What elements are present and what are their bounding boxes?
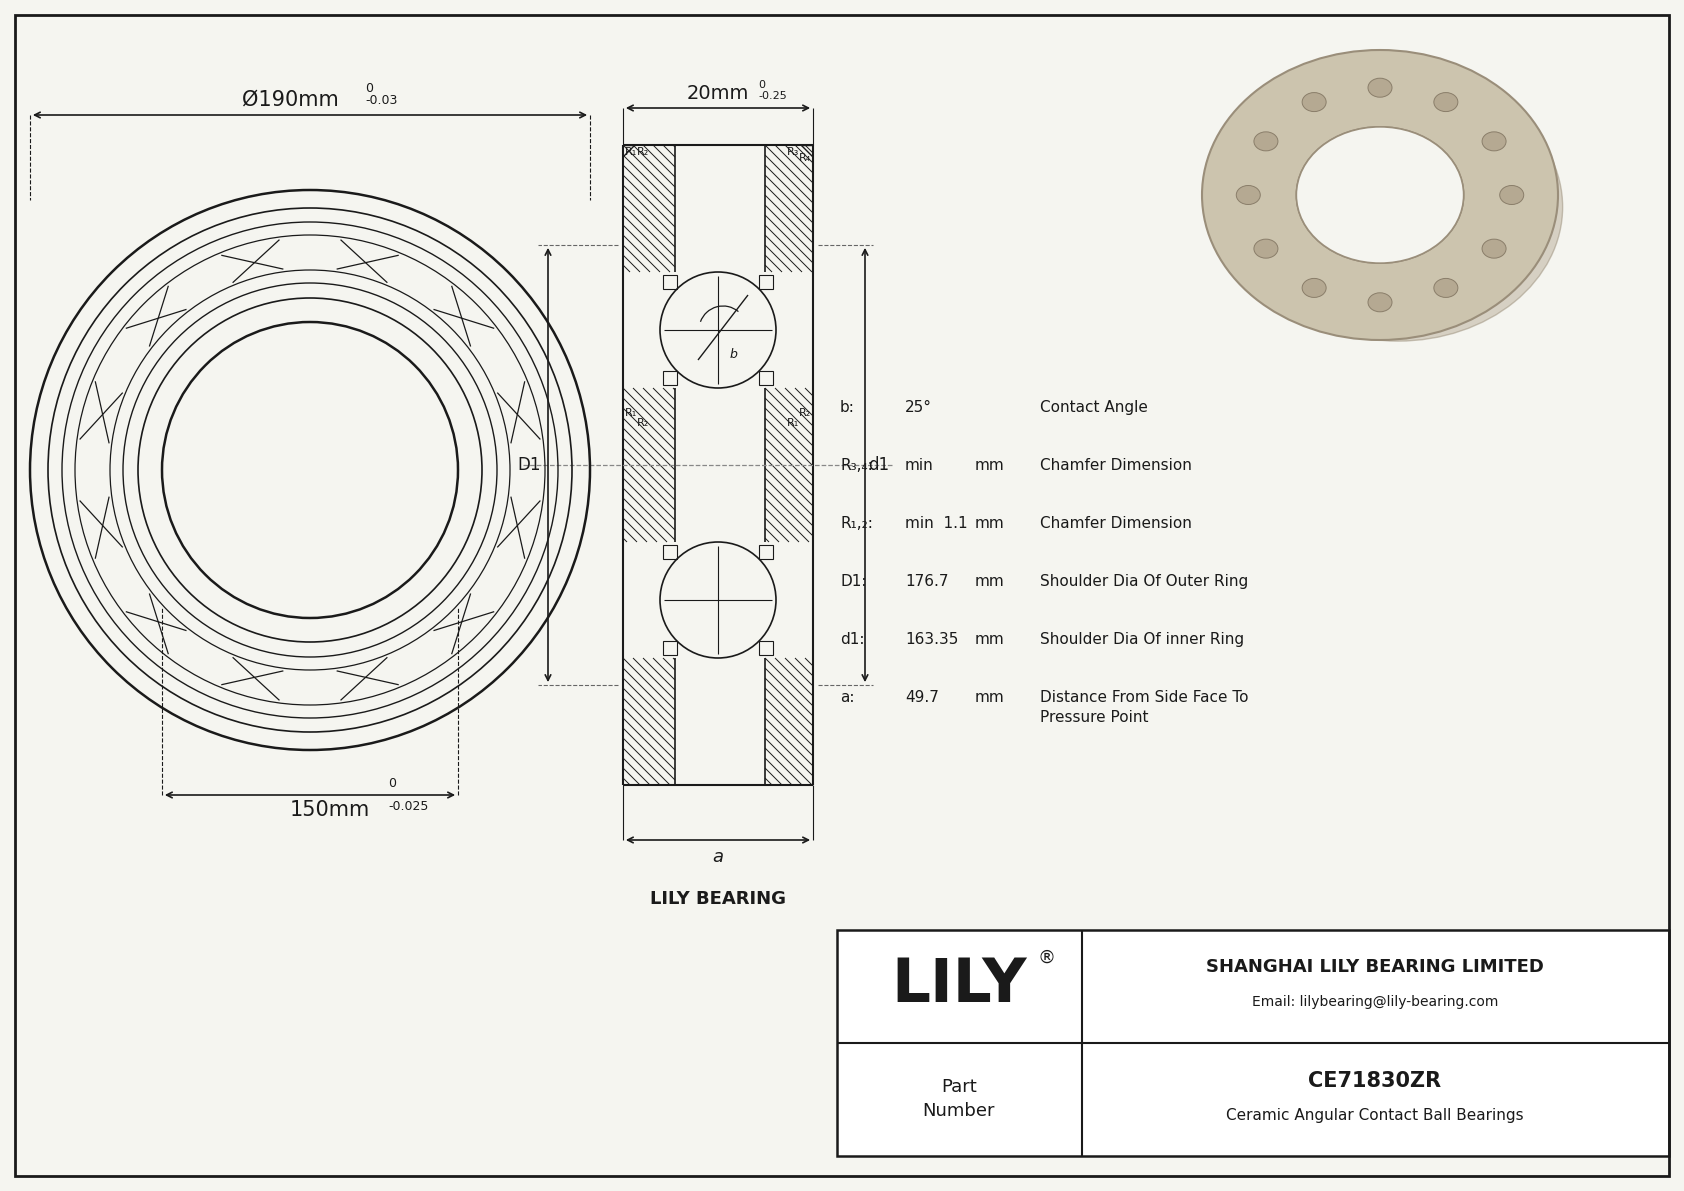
Text: Ø190mm: Ø190mm <box>241 91 338 110</box>
Ellipse shape <box>1302 279 1325 298</box>
Ellipse shape <box>1297 127 1463 263</box>
Text: D1:: D1: <box>840 574 867 590</box>
Text: Ceramic Angular Contact Ball Bearings: Ceramic Angular Contact Ball Bearings <box>1226 1108 1524 1123</box>
Ellipse shape <box>1236 186 1260 205</box>
Ellipse shape <box>1302 93 1325 112</box>
Text: SHANGHAI LILY BEARING LIMITED: SHANGHAI LILY BEARING LIMITED <box>1206 958 1544 975</box>
Text: mm: mm <box>975 516 1005 531</box>
Text: Part
Number: Part Number <box>923 1078 995 1121</box>
Text: Email: lilybearing@lily-bearing.com: Email: lilybearing@lily-bearing.com <box>1251 994 1499 1009</box>
Bar <box>759 275 773 289</box>
Text: Distance From Side Face To: Distance From Side Face To <box>1041 690 1248 705</box>
Text: 176.7: 176.7 <box>904 574 948 590</box>
Text: -0.25: -0.25 <box>758 91 786 101</box>
Ellipse shape <box>1367 293 1393 312</box>
Text: 49.7: 49.7 <box>904 690 940 705</box>
Ellipse shape <box>1433 279 1458 298</box>
Bar <box>663 275 677 289</box>
Text: d1: d1 <box>867 456 889 474</box>
Text: mm: mm <box>975 632 1005 647</box>
Bar <box>663 545 677 559</box>
Text: d1:: d1: <box>840 632 864 647</box>
Ellipse shape <box>1433 93 1458 112</box>
Text: min  1.1: min 1.1 <box>904 516 968 531</box>
Text: 163.35: 163.35 <box>904 632 958 647</box>
Bar <box>663 372 677 385</box>
Text: a: a <box>712 848 724 866</box>
Text: -0.03: -0.03 <box>365 94 397 107</box>
Bar <box>759 545 773 559</box>
Text: D1: D1 <box>517 456 541 474</box>
Text: R₃: R₃ <box>786 146 800 157</box>
Ellipse shape <box>1367 79 1393 98</box>
Ellipse shape <box>1202 50 1558 339</box>
Text: R₃,₄:: R₃,₄: <box>840 459 872 473</box>
Text: mm: mm <box>975 459 1005 473</box>
Ellipse shape <box>1233 73 1563 341</box>
Text: Contact Angle: Contact Angle <box>1041 400 1148 414</box>
Text: Shoulder Dia Of inner Ring: Shoulder Dia Of inner Ring <box>1041 632 1244 647</box>
Text: Pressure Point: Pressure Point <box>1041 710 1148 725</box>
Text: Chamfer Dimension: Chamfer Dimension <box>1041 459 1192 473</box>
Text: R₁,₂:: R₁,₂: <box>840 516 872 531</box>
Ellipse shape <box>1255 239 1278 258</box>
Text: R₁: R₁ <box>786 418 800 428</box>
Text: R₁: R₁ <box>625 409 637 418</box>
Text: mm: mm <box>975 574 1005 590</box>
Text: 0: 0 <box>365 82 372 95</box>
Text: a:: a: <box>840 690 854 705</box>
Text: R₁: R₁ <box>625 146 637 157</box>
Text: b:: b: <box>840 400 855 414</box>
Text: mm: mm <box>975 690 1005 705</box>
Ellipse shape <box>1500 186 1524 205</box>
Bar <box>663 641 677 655</box>
Ellipse shape <box>1482 132 1505 151</box>
Text: b: b <box>729 348 738 361</box>
Text: 150mm: 150mm <box>290 800 370 819</box>
Text: -0.025: -0.025 <box>387 800 428 813</box>
Text: ®: ® <box>1037 949 1054 967</box>
Text: 0: 0 <box>387 777 396 790</box>
Ellipse shape <box>1482 239 1505 258</box>
Text: R₂: R₂ <box>637 418 650 428</box>
Text: 0: 0 <box>758 80 765 91</box>
Text: CE71830ZR: CE71830ZR <box>1308 1071 1442 1091</box>
Text: Chamfer Dimension: Chamfer Dimension <box>1041 516 1192 531</box>
Text: 20mm: 20mm <box>687 85 749 102</box>
Ellipse shape <box>1297 127 1463 263</box>
Ellipse shape <box>1255 132 1278 151</box>
Text: R₂: R₂ <box>637 146 650 157</box>
Bar <box>837 930 1669 1156</box>
Text: LILY: LILY <box>891 956 1027 1016</box>
Text: LILY BEARING: LILY BEARING <box>650 890 786 908</box>
Text: 25°: 25° <box>904 400 931 414</box>
Text: min: min <box>904 459 933 473</box>
Bar <box>759 372 773 385</box>
Bar <box>759 641 773 655</box>
Text: Shoulder Dia Of Outer Ring: Shoulder Dia Of Outer Ring <box>1041 574 1248 590</box>
Text: R₄: R₄ <box>798 152 812 163</box>
Text: R₂: R₂ <box>798 409 812 418</box>
